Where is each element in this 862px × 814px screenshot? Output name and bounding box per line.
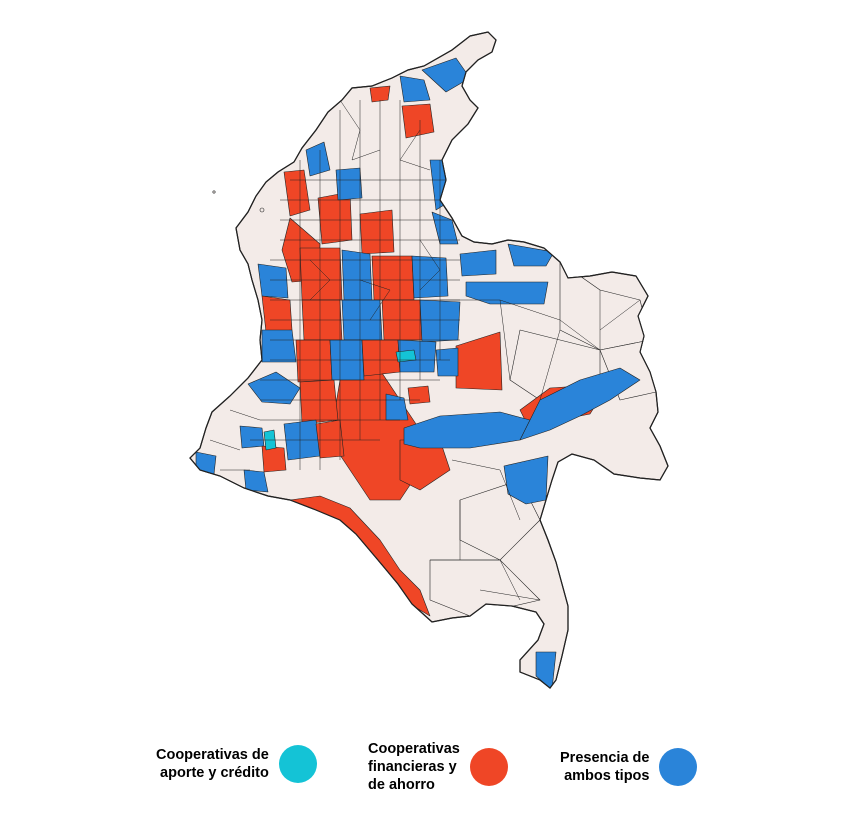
municipal-grid — [209, 99, 641, 601]
region-ambos — [459, 249, 497, 277]
region-ambos — [435, 347, 459, 377]
region-financieras — [299, 379, 339, 425]
region-financieras — [261, 295, 293, 333]
region-financieras — [283, 169, 311, 217]
region-financieras — [299, 247, 343, 301]
region-financieras — [371, 255, 415, 301]
region-financieras — [369, 85, 391, 103]
legend-item-ambos-tipos: Presencia de ambos tipos — [560, 748, 698, 786]
legend-swatch-red — [469, 748, 508, 786]
region-ambos — [261, 329, 297, 363]
island — [259, 207, 265, 213]
region-ambos — [195, 451, 217, 475]
legend-label-line: financieras y — [368, 759, 457, 775]
region-ambos — [503, 455, 549, 505]
region-ambos — [519, 367, 641, 441]
island — [212, 190, 216, 194]
region-ambos — [243, 469, 269, 493]
region-ambos — [257, 263, 289, 299]
country-outline — [189, 31, 669, 689]
region-ambos — [385, 393, 409, 421]
region-financieras — [361, 339, 401, 377]
region-financieras — [315, 419, 345, 459]
region-financieras — [261, 445, 287, 473]
legend-item-aporte-credito: Cooperativas de aporte y crédito — [156, 745, 317, 783]
region-financieras — [295, 339, 333, 383]
region-ambos — [335, 167, 363, 201]
legend-label-line: Presencia de — [560, 750, 650, 766]
legend-swatch-cyan — [278, 745, 317, 783]
region-ambos — [305, 141, 331, 177]
legend-label: Presencia de ambos tipos — [560, 749, 649, 785]
legend-label-line: Cooperativas — [368, 741, 460, 757]
region-ambos — [507, 243, 555, 267]
legend-swatch-blue — [659, 748, 698, 786]
legend-item-financieras-ahorro: Cooperativas financieras y de ahorro — [368, 740, 508, 794]
region-ambos — [399, 75, 431, 103]
legend-label-line: aporte y crédito — [160, 765, 269, 781]
region-ambos — [411, 255, 449, 299]
legend-label-line: Cooperativas de — [156, 747, 269, 763]
legend-label-line: ambos tipos — [564, 768, 650, 784]
region-financieras — [359, 209, 395, 255]
legend-label-line: de ahorro — [368, 777, 435, 793]
region-ambos — [465, 281, 549, 305]
legend-label: Cooperativas financieras y de ahorro — [368, 740, 460, 794]
region-ambos — [239, 425, 265, 449]
legend-label: Cooperativas de aporte y crédito — [156, 746, 269, 782]
region-ambos — [535, 651, 557, 688]
region-ambos — [341, 249, 373, 301]
region-financieras — [407, 385, 431, 405]
region-financieras — [401, 103, 435, 139]
